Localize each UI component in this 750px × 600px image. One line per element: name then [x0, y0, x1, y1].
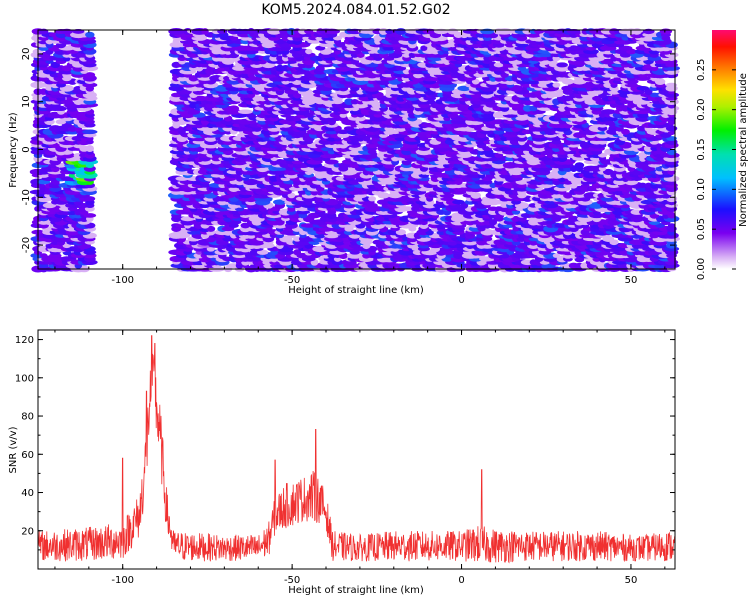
heatmap-cell [556, 62, 568, 68]
heatmap-cell [665, 82, 678, 88]
heatmap-cell [350, 99, 359, 105]
heatmap-cell [552, 253, 561, 258]
heatmap-cell [452, 199, 465, 205]
heatmap-cell [295, 209, 311, 215]
heatmap-cell [667, 223, 676, 228]
heatmap-cell [38, 263, 49, 268]
heatmap-cell [228, 105, 240, 112]
heatmap-cell [82, 129, 98, 135]
heatmap-cell [60, 99, 73, 105]
heatmap-cell [636, 85, 650, 91]
heatmap-cell [503, 119, 518, 125]
heatmap-cell [84, 122, 96, 128]
heatmap-cell [221, 226, 235, 232]
heatmap-cell [602, 168, 614, 176]
heatmap-cell [299, 129, 307, 135]
heatmap-cell [574, 162, 585, 169]
heatmap-cell [663, 152, 680, 159]
heatmap-cell [470, 192, 481, 199]
heatmap-cell [293, 249, 302, 256]
heatmap-cell [85, 145, 95, 152]
heatmap-cell [666, 225, 677, 233]
heatmap-cell [489, 182, 497, 189]
heatmap-cell [346, 252, 363, 259]
heatmap-cell [218, 166, 227, 171]
heatmap-cell [621, 128, 630, 135]
heatmap-cells [29, 27, 680, 273]
heatmap-cell [343, 126, 355, 131]
heatmap-cell [238, 109, 253, 115]
figure-title: KOM5.2024.084.01.52.G02 [261, 2, 450, 18]
heatmap-cell [666, 116, 677, 121]
heatmap-cell [355, 115, 366, 122]
heatmap-cell [344, 98, 354, 106]
heatmap-cell [438, 249, 456, 255]
heatmap-cell [287, 192, 296, 199]
heatmap-cell [638, 182, 647, 189]
heatmap-cell [414, 118, 423, 125]
heatmap-cell [522, 105, 533, 112]
heatmap-cell [39, 253, 48, 258]
heatmap-cell [552, 82, 561, 88]
heatmap-cell [189, 219, 198, 225]
heatmap-cell [305, 48, 313, 55]
heatmap-cell [368, 196, 377, 202]
heatmap-cell [600, 109, 616, 115]
heatmap-cell [293, 236, 302, 242]
